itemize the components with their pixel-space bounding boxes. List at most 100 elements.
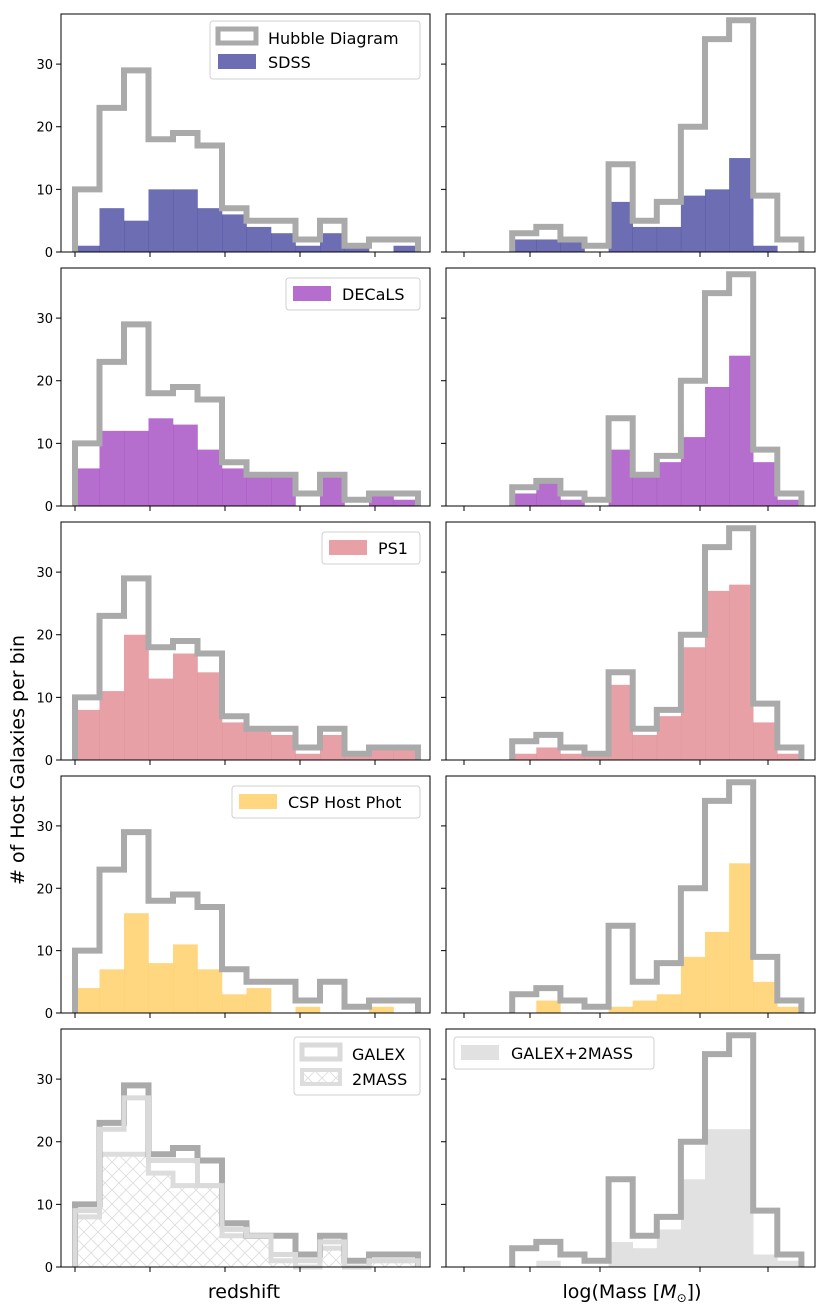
axes-frame-row1-mass [445,13,816,253]
mass-csp-host-phot-bar-13 [777,1006,802,1013]
mass-sdss-bar-10 [705,189,730,252]
redshift-ps1-bar-9 [295,753,321,760]
redshift-decals-bar-6 [222,468,247,506]
redshift-csp-host-phot-bar-12 [369,1006,394,1013]
mass-sdss-bar-9 [680,195,706,252]
y-tick-label-20: 20 [36,375,53,390]
redshift-ps1-bar-2 [124,634,149,760]
mass-ps1-bar-13 [777,753,802,760]
y-tick-label-30: 30 [36,566,53,581]
mass-ps1-bar-5 [584,753,609,760]
mass-decals-bar-11 [729,355,754,506]
mass-decals-bar-10 [705,387,730,506]
redshift-ps1-bar-7 [246,728,272,760]
mass-csp-host-phot-bar-3 [536,1000,561,1013]
redshift-sdss-bar-6 [222,214,247,252]
mass-sdss-bar-3 [536,239,561,252]
legend-swatch-sdss [218,54,256,69]
mass-ps1-bar-8 [656,716,682,760]
redshift-decals-bar-8 [271,474,296,506]
mass-galex-2mass-bar-9 [680,1179,706,1267]
twomass-hatch-fill-redshift [75,1154,418,1267]
axes-frame-row5-mass [445,1028,816,1268]
redshift-csp-host-phot-bar-0 [75,988,100,1013]
mass-galex-2mass-bar-12 [753,1254,778,1267]
mass-sdss-bar-2 [512,239,537,252]
legend-sdss [209,20,421,80]
mass-ps1-bar-3 [536,747,561,760]
redshift-sdss-bar-13 [393,245,419,252]
redshift-sdss-bar-4 [173,189,198,252]
y-axis-label: # of Host Galaxies per bin [7,635,29,885]
y-tick-label-0: 0 [45,754,53,769]
redshift-csp-host-phot-bar-3 [148,963,174,1013]
mass-label-prefix: log(Mass [ [563,1281,661,1303]
mass-csp-host-phot-bar-8 [656,994,682,1013]
redshift-sdss-bar-7 [246,226,272,252]
mass-csp-host-phot-bar-10 [705,931,730,1013]
mass-ps1-bar-10 [705,590,730,760]
mass-galex-2mass-bar-7 [632,1248,658,1267]
mass-label-subscript: ⊙ [677,1291,687,1305]
mass-galex-2mass-bar-10 [705,1129,730,1267]
y-tick-label-30: 30 [36,820,53,835]
legend-label-galex: GALEX [352,1045,405,1064]
mass-decals-bar-7 [632,474,658,506]
y-tick-label-0: 0 [45,1261,53,1276]
hubble-diagram-outline-mass [509,271,805,506]
mass-decals-bar-13 [777,499,802,506]
redshift-sdss-bar-10 [320,233,345,252]
mass-csp-host-phot-bar-11 [729,863,754,1013]
redshift-decals-bar-4 [173,424,198,506]
hubble-diagram-outline-redshift [72,321,421,506]
axes-frame-row2-mass [445,267,816,507]
y-tick-label-20: 20 [36,1136,53,1151]
redshift-decals-bar-1 [99,430,125,506]
mass-decals-bar-4 [560,499,585,506]
mass-decals-bar-9 [680,437,706,506]
y-tick-label-10: 10 [36,691,53,706]
hubble-diagram-outline-mass [509,1032,805,1267]
hubble-diagram-outline-redshift [72,829,421,1013]
mass-csp-host-phot-bar-9 [680,956,706,1013]
redshift-decals-bar-5 [197,449,223,506]
redshift-sdss-bar-8 [271,233,296,252]
mass-ps1-bar-9 [680,647,706,760]
redshift-sdss-bar-2 [124,220,149,252]
mass-galex-2mass-bar-8 [656,1229,682,1267]
hubble-diagram-outline-mass [509,17,805,252]
legend-label-csp-host-phot: CSP Host Phot [288,793,401,812]
redshift-decals-bar-3 [148,418,174,506]
redshift-ps1-bar-11 [344,753,370,760]
mass-galex-2mass-bar-3 [536,1260,561,1267]
hubble-diagram-outline-redshift [72,67,421,252]
y-tick-label-30: 30 [36,58,53,73]
axes-frame-row1-redshift [60,13,431,253]
redshift-sdss-bar-0 [75,245,100,252]
redshift-csp-host-phot-bar-1 [99,969,125,1013]
redshift-ps1-bar-8 [271,734,296,760]
mass-ps1-bar-11 [729,584,754,760]
mass-sdss-bar-4 [560,239,585,252]
mass-ps1-bar-6 [608,684,633,760]
hubble-diagram-outline-redshift [72,575,421,760]
redshift-csp-host-phot-bar-4 [173,944,198,1013]
legend-galex-plus-2mass [453,1036,655,1070]
x-axis-label-mass: log(Mass [M⊙]) [563,1281,702,1305]
y-tick-label-0: 0 [45,246,53,261]
redshift-sdss-bar-1 [99,208,125,252]
axes-frame-row2-redshift [60,267,431,507]
legend-label-2mass: 2MASS [352,1070,407,1089]
redshift-ps1-bar-10 [320,734,345,760]
mass-sdss-bar-7 [632,226,658,252]
legend-label-sdss: SDSS [268,53,311,72]
redshift-decals-bar-13 [393,499,419,506]
redshift-csp-host-phot-bar-2 [124,913,149,1013]
legend-label-hubble-diagram: Hubble Diagram [268,29,399,48]
mass-sdss-bar-8 [656,226,682,252]
mass-decals-bar-3 [536,480,561,506]
redshift-sdss-bar-9 [295,245,321,252]
mass-label-symbol: M [660,1281,676,1303]
mass-ps1-bar-12 [753,722,778,760]
legend-label-decals: DECaLS [342,285,404,304]
